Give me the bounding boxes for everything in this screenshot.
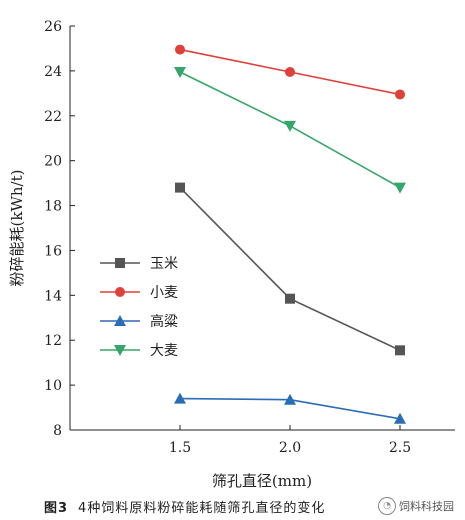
data-point [174, 67, 186, 79]
y-tick-label: 10 [44, 378, 62, 394]
legend-item: 高粱 [100, 313, 178, 330]
y-tick-label: 24 [44, 64, 62, 80]
series-1 [175, 182, 405, 356]
y-axis-label: 粉碎能耗(kWh/t) [8, 170, 26, 287]
figure-caption-text: 4种饲料原料粉碎能耗随筛孔直径的变化 [78, 501, 326, 516]
data-point [285, 67, 295, 78]
data-point [395, 345, 405, 356]
legend-item: 小麦 [100, 285, 178, 301]
x-axis-label: 筛孔直径(mm) [212, 472, 312, 490]
legend-marker [114, 315, 126, 326]
data-point [284, 393, 296, 405]
series-line [179, 187, 401, 352]
data-point [394, 182, 406, 194]
series-4 [174, 67, 406, 194]
watermark: ◔ 饲料科技园 [378, 497, 454, 515]
data-point [175, 182, 185, 193]
y-tick-label: 16 [44, 243, 62, 259]
legend-marker [114, 345, 126, 356]
legend-label: 大麦 [150, 343, 178, 359]
chart-axes: 8 10 12 14 16 18 20 22 24 26 1.5 2.0 2.5 [44, 19, 455, 456]
data-point [285, 293, 295, 304]
series-2 [175, 44, 405, 100]
y-tick-label: 20 [44, 154, 62, 170]
y-tick-label: 14 [44, 288, 62, 304]
figure-caption: 图3 4种饲料原料粉碎能耗随筛孔直径的变化 [44, 497, 325, 516]
y-tick-label: 26 [44, 19, 62, 35]
figure-number: 图3 [44, 501, 69, 516]
data-point [395, 89, 405, 100]
wechat-icon: ◔ [378, 497, 396, 515]
data-point [174, 392, 186, 404]
data-point [175, 44, 185, 55]
y-tick-label: 12 [44, 333, 62, 349]
data-point [394, 412, 406, 424]
x-tick-label: 2.5 [389, 440, 411, 456]
series-3 [174, 392, 406, 424]
x-tick-label: 2.0 [279, 440, 301, 456]
chart-series [174, 44, 406, 424]
watermark-text: 饲料科技园 [399, 500, 454, 513]
legend-label: 小麦 [150, 285, 178, 301]
data-point [284, 120, 296, 132]
legend-item: 大麦 [100, 343, 178, 359]
legend-label: 玉米 [150, 256, 178, 272]
legend-marker [115, 287, 125, 297]
y-tick-label: 22 [44, 109, 62, 125]
y-tick-label: 18 [44, 199, 62, 215]
legend-item: 玉米 [100, 256, 178, 272]
x-tick-label: 1.5 [169, 440, 191, 456]
y-tick-label: 8 [53, 423, 62, 439]
legend-marker [115, 258, 125, 268]
legend-label: 高粱 [150, 313, 178, 330]
